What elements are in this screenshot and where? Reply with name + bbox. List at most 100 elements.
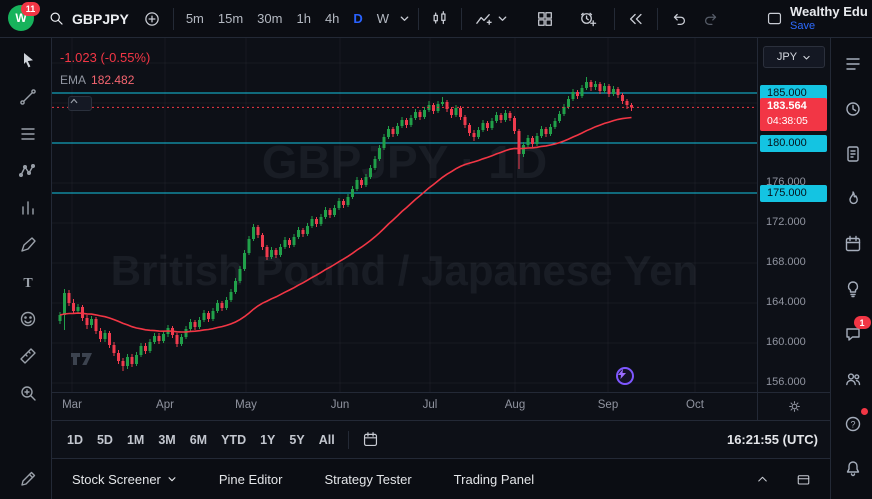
save-layout-link[interactable]: Save: [790, 19, 816, 32]
zoom-tool-button[interactable]: [12, 381, 40, 405]
range-5y[interactable]: 5Y: [282, 429, 311, 451]
price-label-183.564: 183.564 04:38:05: [760, 98, 827, 131]
tab-stock-screener[interactable]: Stock Screener: [72, 472, 177, 487]
layout-square-icon: [767, 12, 782, 25]
ideas-button[interactable]: [837, 275, 867, 303]
chart-type-button[interactable]: [424, 6, 456, 32]
compare-add-symbol-button[interactable]: [136, 6, 168, 32]
timeframe-15m[interactable]: 15m: [211, 7, 250, 30]
panel-maximize-button[interactable]: [789, 468, 818, 491]
chevron-up-icon: [758, 476, 767, 482]
app-logo[interactable]: W 11: [8, 2, 40, 32]
fib-retracement-tool-button[interactable]: [12, 122, 40, 146]
timeframe-1h[interactable]: 1h: [289, 7, 317, 30]
range-3m[interactable]: 3M: [151, 429, 182, 451]
timeframe-30m[interactable]: 30m: [250, 7, 289, 30]
range-1m[interactable]: 1M: [120, 429, 151, 451]
object-tree-button[interactable]: [837, 140, 867, 168]
price-label-172.000: 172.000: [766, 216, 806, 228]
price-axis[interactable]: JPY 185.000 183.564 04:38:05 180.000 176.000…: [757, 38, 830, 392]
timeframe-5m[interactable]: 5m: [179, 7, 211, 30]
go-to-date-button[interactable]: [355, 427, 386, 452]
forecast-tool-button[interactable]: [12, 196, 40, 220]
tab-label: Trading Panel: [453, 471, 535, 487]
edit-drawings-button[interactable]: [12, 467, 40, 491]
svg-text:T: T: [23, 276, 33, 291]
layout-grid-button[interactable]: [529, 6, 561, 32]
create-alert-button[interactable]: [571, 5, 604, 32]
range-5d[interactable]: 5D: [90, 429, 120, 451]
redo-button[interactable]: [695, 6, 727, 32]
text-icon: T: [23, 276, 33, 291]
tab-trading-panel[interactable]: Trading Panel: [454, 472, 534, 487]
undo-button[interactable]: [663, 6, 695, 32]
bell-icon: [846, 461, 859, 477]
price-label-164.000: 164.000: [766, 296, 806, 308]
tab-pine-editor[interactable]: Pine Editor: [219, 472, 283, 487]
indicators-button[interactable]: [467, 5, 515, 32]
clock-utc[interactable]: 16:21:55 (UTC): [726, 432, 818, 447]
measure-tool-button[interactable]: [12, 344, 40, 368]
pattern-tool-button[interactable]: [12, 159, 40, 183]
time-label-aug: Aug: [504, 399, 526, 411]
range-all[interactable]: All: [312, 429, 342, 451]
layout-select-button[interactable]: [759, 6, 790, 31]
expand-panel-icon: [797, 474, 810, 485]
replay-rewind-icon: [630, 13, 642, 24]
trend-line-tool-button[interactable]: [12, 85, 40, 109]
watchlist-button[interactable]: [837, 50, 867, 78]
timeframe-d[interactable]: D: [346, 7, 369, 30]
panel-expand-up-button[interactable]: [748, 468, 777, 491]
time-label-jun: Jun: [330, 399, 350, 411]
axis-settings-corner[interactable]: [757, 393, 830, 420]
alerts-button[interactable]: [837, 95, 867, 123]
time-label-jul: Jul: [422, 399, 438, 411]
price-label-156.000: 156.000: [766, 376, 806, 388]
chat-badge: 1: [853, 316, 871, 329]
calendar-icon: [363, 432, 377, 447]
notification-count-badge: 11: [21, 2, 40, 16]
price-label-185.000: 185.000: [760, 85, 827, 102]
plus-icon: [145, 11, 159, 26]
time-axis-labels: Mar Apr May Jun Jul Aug Sep Oct: [52, 393, 757, 420]
hotlists-button[interactable]: [837, 185, 867, 213]
toolbar-divider: [172, 7, 174, 30]
timeframe-w[interactable]: W: [370, 7, 396, 30]
drawing-toolbar: T: [0, 38, 52, 499]
help-button[interactable]: ?: [837, 408, 868, 438]
layout-name-menu[interactable]: Wealthy Edu Save: [790, 5, 872, 33]
symbol-search-button[interactable]: GBPJPY: [41, 6, 136, 31]
emoji-tool-button[interactable]: [12, 307, 40, 331]
chart-pane[interactable]: GBPJPY · 1D British Pound / Japanese Yen…: [52, 38, 757, 392]
range-buttons-group: 1D 5D 1M 3M 6M YTD 1Y 5Y All: [60, 429, 342, 451]
trend-line-icon: [19, 89, 36, 105]
brush-tool-button[interactable]: [12, 233, 40, 257]
layout-name: Wealthy Edu: [790, 4, 868, 19]
notifications-button[interactable]: [837, 455, 867, 483]
caret-down-icon: [400, 16, 409, 21]
range-6m[interactable]: 6M: [183, 429, 214, 451]
watermark-description: British Pound / Japanese Yen: [110, 247, 699, 294]
cursor-tool-button[interactable]: [12, 48, 40, 72]
bar-replay-button[interactable]: [620, 6, 652, 32]
time-label-oct: Oct: [686, 399, 704, 411]
calendar-button[interactable]: [837, 230, 867, 258]
chat-button[interactable]: 1: [837, 316, 871, 348]
tab-strategy-tester[interactable]: Strategy Tester: [324, 472, 411, 487]
event-marker-badge[interactable]: [616, 367, 634, 385]
caret-down-icon: [803, 55, 810, 60]
legend-collapse-button[interactable]: [68, 96, 92, 111]
time-label-may: May: [235, 399, 257, 411]
community-button[interactable]: [837, 365, 867, 393]
caret-down-icon: [168, 477, 176, 482]
time-axis[interactable]: Mar Apr May Jun Jul Aug Sep Oct: [52, 392, 830, 420]
text-tool-button[interactable]: T: [12, 270, 40, 294]
price-label-175.000: 175.000: [760, 185, 827, 202]
bottom-panel-tabs: Stock Screener Pine Editor Strategy Tester…: [52, 458, 830, 499]
currency-dropdown[interactable]: JPY: [763, 46, 825, 68]
range-1y[interactable]: 1Y: [253, 429, 282, 451]
timeframe-dropdown-button[interactable]: [396, 9, 413, 28]
range-1d[interactable]: 1D: [60, 429, 90, 451]
timeframe-4h[interactable]: 4h: [318, 7, 346, 30]
range-ytd[interactable]: YTD: [214, 429, 253, 451]
